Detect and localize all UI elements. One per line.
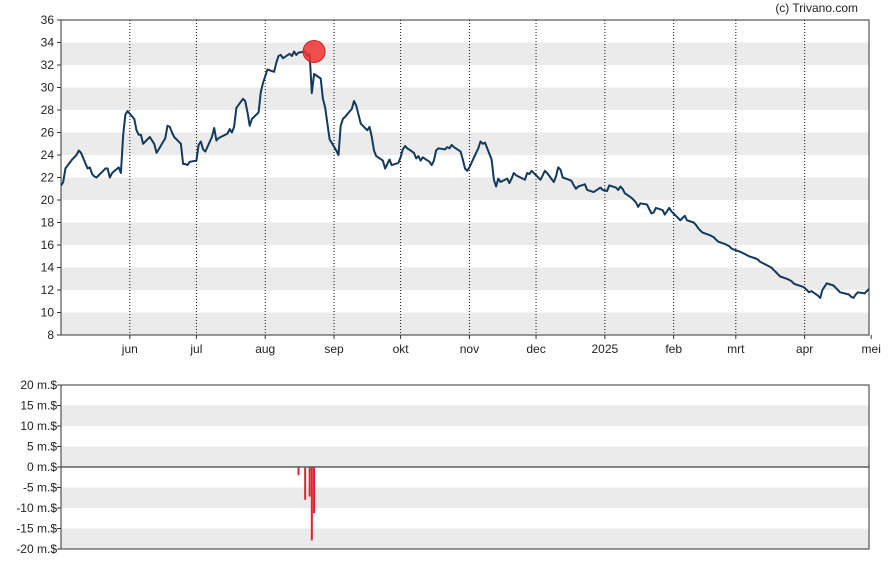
- price-chart: 8 10 12 14 16 18 20 22 24 26 28 30 32 34 36 jun jul aug se…: [41, 13, 881, 356]
- y-tick-label: -5 m.$: [23, 481, 57, 495]
- grid-band: [61, 42, 869, 65]
- x-tick-label: nov: [460, 342, 479, 356]
- grid-band: [61, 528, 869, 549]
- y-tick-label: -10 m.$: [16, 501, 57, 515]
- x-tick-label: jul: [189, 342, 202, 356]
- x-tick-label: feb: [665, 342, 682, 356]
- y-tick-label: 32: [41, 58, 55, 72]
- y-tick-label: 20: [41, 193, 55, 207]
- highlight-marker: [302, 40, 326, 63]
- y-tick-label: 34: [41, 36, 55, 50]
- volume-bar: [308, 467, 311, 497]
- y-tick-label: 30: [41, 81, 55, 95]
- y-tick-label: 28: [41, 103, 55, 117]
- y-tick-label: 5 m.$: [27, 440, 57, 454]
- y-tick-label: 8: [47, 328, 54, 342]
- plot-frame: [60, 19, 870, 336]
- x-tick-label: aug: [255, 342, 275, 356]
- grid-band: [61, 132, 869, 155]
- y-tick-label: 16: [41, 238, 55, 252]
- x-tick-label: okt: [393, 342, 410, 356]
- y-tick-label: 12: [41, 283, 55, 297]
- grid-band: [61, 222, 869, 245]
- y-tick-label: 22: [41, 171, 55, 185]
- y-tick-label: 0 m.$: [27, 460, 57, 474]
- y-tick-label: 10: [41, 306, 55, 320]
- grid-band: [61, 446, 869, 467]
- x-tick-label: jun: [121, 342, 138, 356]
- volume-bar: [313, 467, 316, 514]
- y-tick-label: 26: [41, 126, 55, 140]
- price-line: [60, 50, 870, 299]
- y-tick-label: 15 m.$: [20, 399, 57, 413]
- y-tick-label: 18: [41, 216, 55, 230]
- x-tick-label: apr: [796, 342, 813, 356]
- y-tick-label: -20 m.$: [16, 542, 57, 556]
- y-tick-label: 24: [41, 148, 55, 162]
- grid-band: [61, 405, 869, 426]
- x-tick-label: 2025: [591, 342, 618, 356]
- volume-chart: 20 m.$ 15 m.$ 10 m.$ 5 m.$ 0 m.$ -5 m.$ -10 m.…: [16, 378, 870, 556]
- x-tick-label: mei: [862, 342, 881, 356]
- grid-band: [61, 177, 869, 200]
- volume-bar: [304, 467, 307, 500]
- y-tick-label: 20 m.$: [20, 378, 57, 392]
- plot-frame: [60, 384, 870, 550]
- x-tick-label: dec: [526, 342, 545, 356]
- x-tick-label: sep: [324, 342, 344, 356]
- grid-band: [61, 487, 869, 508]
- chart-credit: (c) Trivano.com: [775, 1, 858, 15]
- volume-bar: [297, 467, 300, 476]
- grid-band: [61, 267, 869, 290]
- y-tick-label: 14: [41, 261, 55, 275]
- y-tick-label: 36: [41, 13, 55, 27]
- grid-band: [61, 87, 869, 110]
- grid-band: [61, 312, 869, 335]
- y-tick-label: 10 m.$: [20, 419, 57, 433]
- y-tick-label: -15 m.$: [16, 522, 57, 536]
- volume-bar: [310, 467, 313, 541]
- x-tick-label: mrt: [727, 342, 745, 356]
